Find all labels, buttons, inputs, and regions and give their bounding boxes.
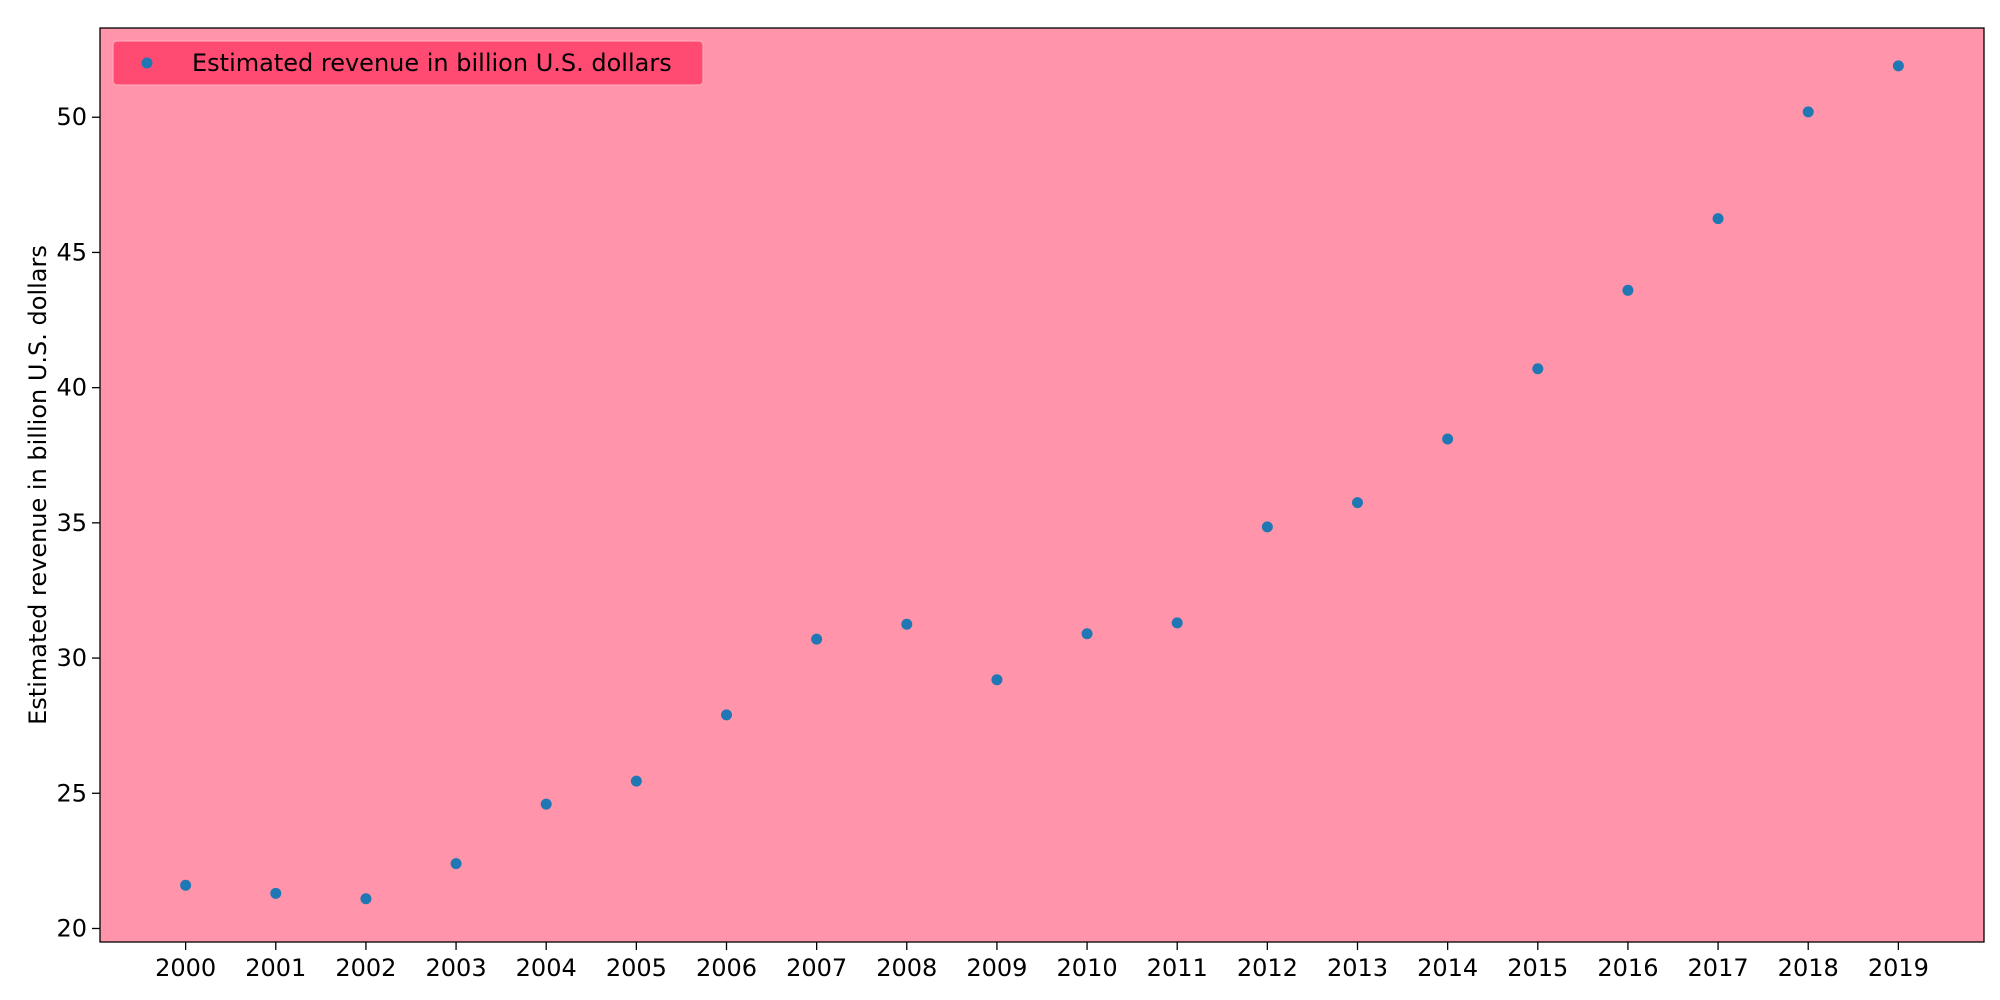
- y-tick-label: 40: [56, 374, 87, 402]
- x-tick-label: 2013: [1327, 954, 1388, 982]
- x-tick-label: 2005: [606, 954, 667, 982]
- axis-ticks: 2000 2001 2002 2003 2004 2005 2006 2007 2008 2009…: [56, 103, 1928, 982]
- x-tick-label: 2002: [335, 954, 396, 982]
- legend-box: [112, 40, 704, 86]
- x-tick-label: 2017: [1688, 954, 1749, 982]
- x-tick-label: 2009: [966, 954, 1027, 982]
- y-tick-label: 45: [56, 238, 87, 266]
- data-point: [270, 887, 282, 899]
- y-tick-label: 35: [56, 509, 87, 537]
- legend-marker: [141, 57, 153, 69]
- y-tick-label: 20: [56, 914, 87, 942]
- x-tick-label: 2001: [245, 954, 306, 982]
- x-tick-label: 2018: [1778, 954, 1839, 982]
- data-point: [1712, 213, 1724, 225]
- y-tick-label: 50: [56, 103, 87, 131]
- data-point: [630, 775, 642, 787]
- axes-frame: [99, 27, 1985, 943]
- x-tick-label: 2007: [786, 954, 847, 982]
- data-point: [991, 674, 1003, 686]
- data-point: [1261, 521, 1273, 533]
- data-point: [1622, 284, 1634, 296]
- y-axis-label: Estimated revenue in billion U.S. dollar…: [24, 245, 52, 725]
- legend-label: Estimated revenue in billion U.S. dollar…: [192, 49, 672, 77]
- x-tick-label: 2000: [155, 954, 216, 982]
- x-tick-label: 2012: [1237, 954, 1298, 982]
- x-tick-label: 2011: [1147, 954, 1208, 982]
- data-point: [1802, 106, 1814, 118]
- data-point: [450, 858, 462, 870]
- data-points: [180, 60, 1904, 905]
- x-tick-label: 2008: [876, 954, 937, 982]
- data-point: [360, 893, 372, 905]
- x-tick-label: 2010: [1057, 954, 1118, 982]
- data-point: [540, 798, 552, 810]
- x-tick-label: 2004: [516, 954, 577, 982]
- y-tick-label: 30: [56, 644, 87, 672]
- data-point: [1442, 433, 1454, 445]
- data-point: [1352, 497, 1364, 509]
- x-tick-label: 2015: [1507, 954, 1568, 982]
- data-point: [1532, 363, 1544, 375]
- x-tick-label: 2016: [1597, 954, 1658, 982]
- data-point: [1892, 60, 1904, 72]
- x-tick-label: 2014: [1417, 954, 1478, 982]
- x-tick-label: 2019: [1868, 954, 1929, 982]
- plot-area: [100, 28, 1984, 942]
- data-point: [1081, 628, 1093, 640]
- y-tick-label: 25: [56, 779, 87, 807]
- legend: Estimated revenue in billion U.S. dollar…: [112, 40, 704, 86]
- data-point: [1171, 617, 1183, 629]
- data-point: [180, 879, 192, 891]
- x-tick-label: 2003: [426, 954, 487, 982]
- data-point: [811, 633, 823, 645]
- data-point: [901, 618, 913, 630]
- data-point: [720, 709, 732, 721]
- x-tick-label: 2006: [696, 954, 757, 982]
